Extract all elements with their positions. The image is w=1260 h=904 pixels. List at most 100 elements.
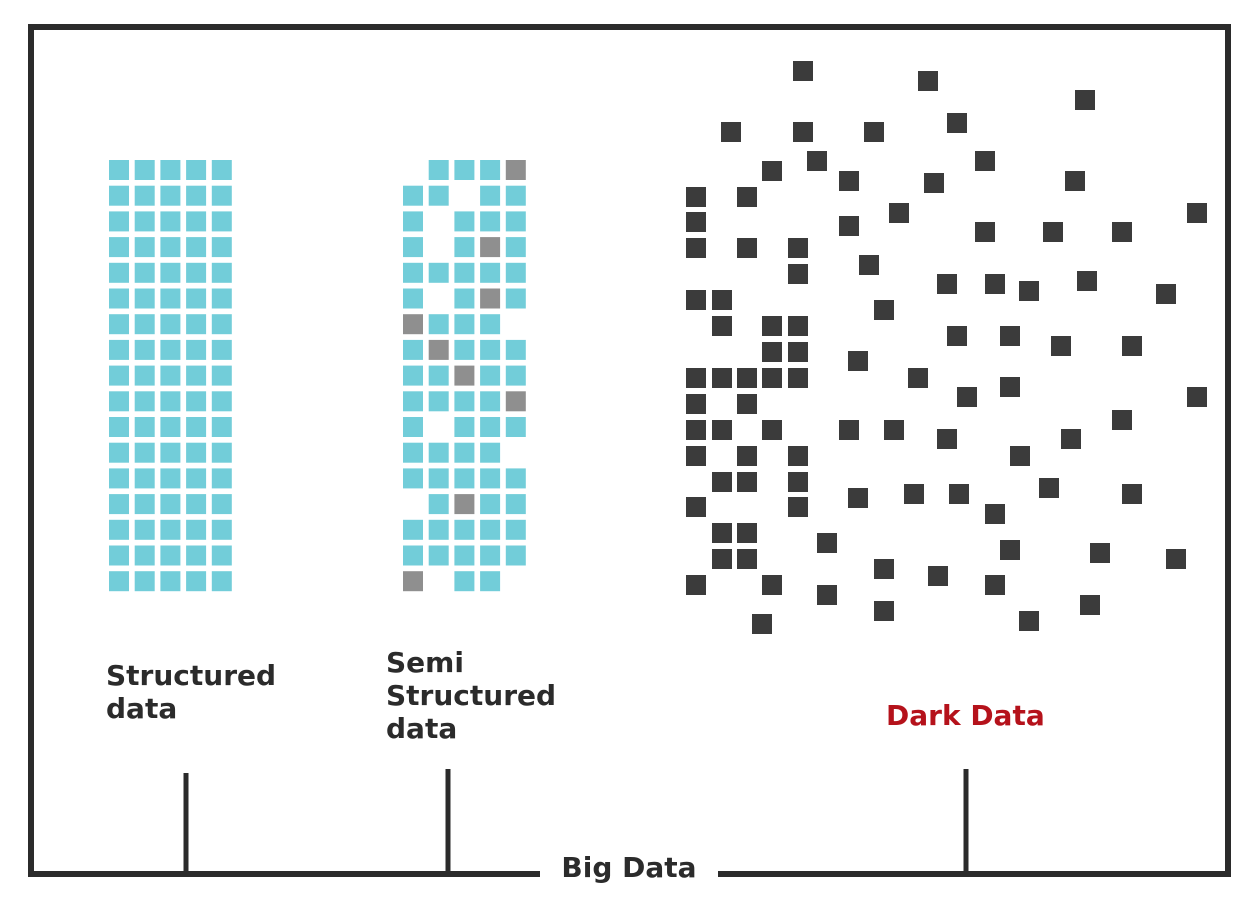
- semi-structured-cell: [428, 365, 449, 386]
- dark-data-cell: [839, 420, 859, 440]
- structured-cell: [211, 391, 232, 412]
- dark-data-label: Dark Data: [886, 699, 1045, 732]
- dark-data-cell: [1019, 611, 1039, 631]
- semi-structured-cell: [403, 288, 423, 309]
- dark-data-cell: [947, 326, 967, 346]
- semi-structured-cell: [403, 237, 423, 258]
- structured-cell: [134, 391, 155, 412]
- dark-data-cell: [762, 420, 782, 440]
- structured-cell: [109, 185, 129, 206]
- semi-structured-cell: [480, 417, 501, 437]
- structured-cell: [109, 160, 129, 180]
- dark-data-cell: [788, 238, 808, 258]
- structured-cell: [211, 262, 232, 283]
- dark-data-cell: [737, 238, 757, 258]
- semi-structured-cell: [505, 519, 526, 540]
- dark-data-cell: [712, 420, 732, 440]
- dark-data-cell: [1019, 281, 1039, 301]
- semi-structured-cell: [428, 494, 449, 515]
- semi-structured-cell: [428, 160, 449, 180]
- structured-cell: [186, 185, 207, 206]
- dark-data-cell: [686, 497, 706, 517]
- dark-data-cell: [985, 504, 1005, 524]
- structured-cell: [186, 211, 207, 232]
- structured-cell: [186, 314, 207, 335]
- semi-structured-gray-cell: [505, 391, 526, 412]
- semi-structured-cell: [480, 185, 501, 206]
- dark-data-cell: [737, 368, 757, 388]
- semi-structured-cell: [505, 288, 526, 309]
- dark-data-cell: [1166, 549, 1186, 569]
- structured-cell: [186, 545, 207, 566]
- structured-cell: [160, 494, 181, 515]
- dark-data-cell: [947, 113, 967, 133]
- semi-structured-cell: [454, 571, 475, 592]
- structured-cell: [134, 468, 155, 489]
- dark-data-cell: [817, 533, 837, 553]
- structured-cell: [109, 391, 129, 412]
- semi-structured-cell: [480, 571, 501, 592]
- semi-structured-cell: [454, 417, 475, 437]
- semi-structured-cell: [480, 314, 501, 335]
- dark-data-cell: [793, 122, 813, 142]
- dark-data-cell: [1051, 336, 1071, 356]
- structured-cell: [109, 494, 129, 515]
- dark-data-cell: [975, 151, 995, 171]
- semi-structured-cell: [428, 314, 449, 335]
- dark-data-cell: [1000, 540, 1020, 560]
- structured-cell: [211, 519, 232, 540]
- dark-data-cell: [686, 368, 706, 388]
- dark-data-cell: [788, 368, 808, 388]
- dark-data-cell: [686, 290, 706, 310]
- semi-structured-cell: [403, 417, 423, 437]
- dark-data-cell: [1065, 171, 1085, 191]
- semi-structured-gray-cell: [454, 494, 475, 515]
- dark-data-cell: [788, 446, 808, 466]
- semi-structured-gray-cell: [505, 160, 526, 180]
- structured-cell: [160, 288, 181, 309]
- structured-cell: [186, 417, 207, 437]
- structured-cell: [109, 211, 129, 232]
- dark-data-cell: [985, 575, 1005, 595]
- dark-data-cell: [712, 290, 732, 310]
- structured-cell: [134, 339, 155, 360]
- semi-structured-gray-cell: [480, 288, 501, 309]
- semi-structured-data-label: Semi Structured data: [386, 646, 557, 745]
- structured-cell: [134, 314, 155, 335]
- dark-data-cell: [848, 488, 868, 508]
- semi-structured-cell: [480, 365, 501, 386]
- structured-data-label: Structured data: [106, 659, 277, 725]
- structured-cell: [211, 339, 232, 360]
- structured-cell: [134, 262, 155, 283]
- semi-structured-cell: [480, 211, 501, 232]
- dark-data-cell: [817, 585, 837, 605]
- semi-structured-cell: [480, 468, 501, 489]
- structured-cell: [109, 545, 129, 566]
- dark-data-cell: [788, 316, 808, 336]
- structured-cell: [109, 314, 129, 335]
- semi-structured-cell: [403, 185, 423, 206]
- dark-data-cell: [1075, 90, 1095, 110]
- structured-cell: [211, 545, 232, 566]
- structured-cell: [160, 545, 181, 566]
- structured-cell: [134, 519, 155, 540]
- dark-data-cell: [908, 368, 928, 388]
- structured-cell: [160, 314, 181, 335]
- dark-data-cell: [904, 484, 924, 504]
- semi-structured-cell: [454, 545, 475, 566]
- dark-data-cell: [712, 523, 732, 543]
- structured-cell: [160, 185, 181, 206]
- structured-cell: [109, 519, 129, 540]
- structured-cell: [109, 468, 129, 489]
- structured-cell: [211, 571, 232, 592]
- structured-cell: [109, 262, 129, 283]
- structured-cell: [211, 237, 232, 258]
- structured-cell: [186, 262, 207, 283]
- semi-structured-cell: [403, 545, 423, 566]
- structured-cell: [186, 442, 207, 463]
- dark-data-cell: [975, 222, 995, 242]
- structured-cell: [211, 365, 232, 386]
- dark-data-cell: [884, 420, 904, 440]
- semi-structured-cell: [505, 468, 526, 489]
- dark-data-cell: [712, 472, 732, 492]
